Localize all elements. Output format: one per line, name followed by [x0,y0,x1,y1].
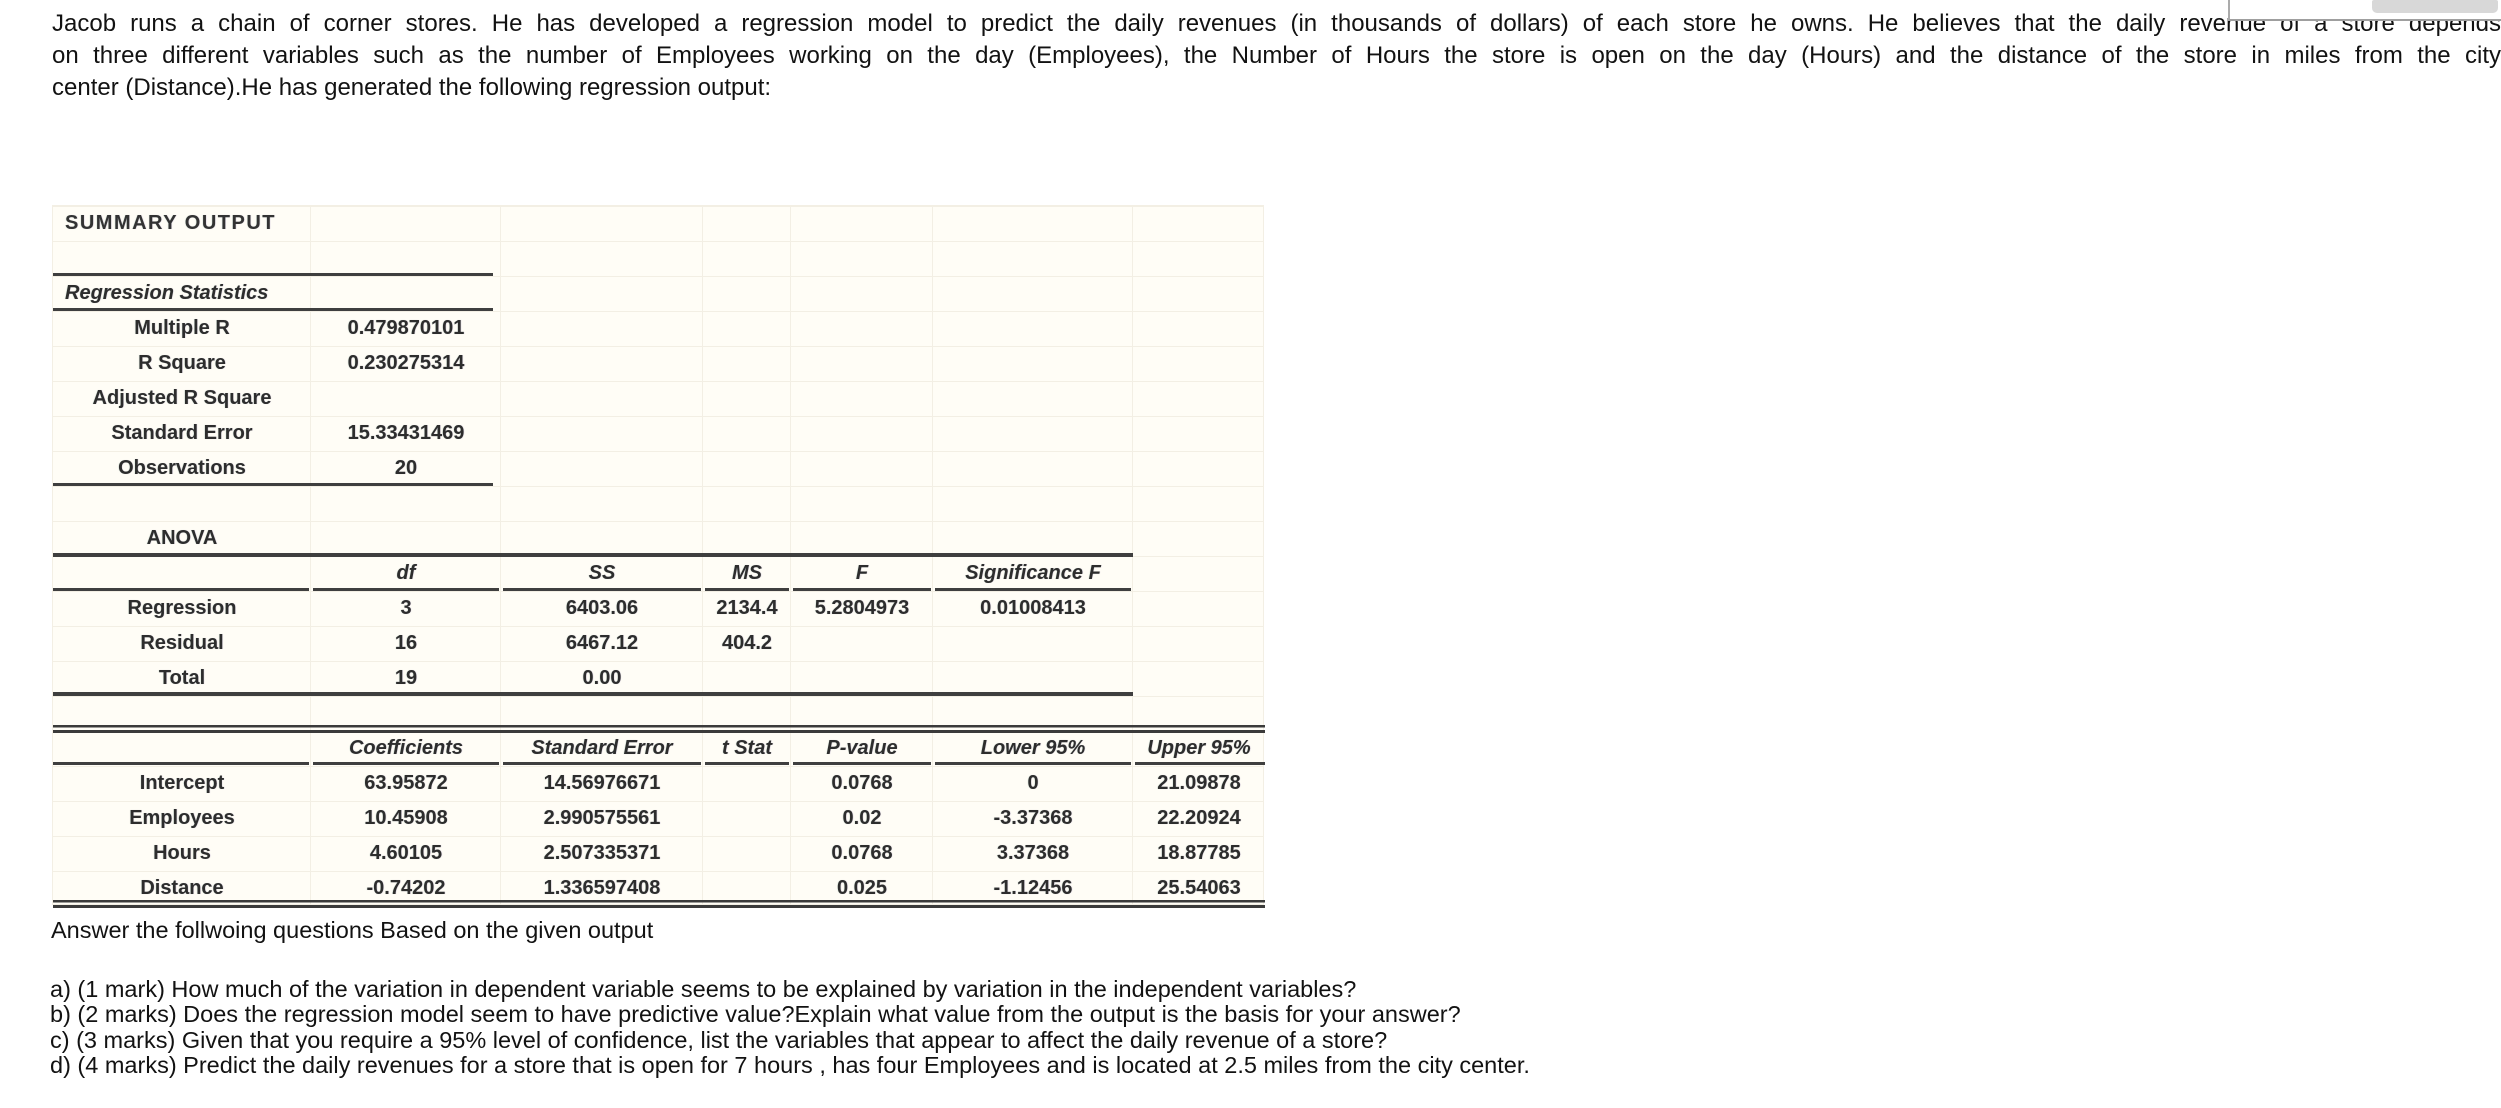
stat-value: 20 [394,457,418,479]
coef-header-lower-95: Lower 95% [980,737,1086,759]
questions-list: a) (1 mark) How much of the variation in… [50,976,1530,1079]
anova-cell: 5.2804973 [814,597,910,619]
anova-header-df: df [396,562,416,584]
coef-header-underline [313,762,499,765]
anova-header-underline [503,588,701,591]
anova-bottom-rule [53,692,1133,696]
coef-header-standard-error: Standard Error [531,737,673,759]
coef-cell: 3.37368 [996,842,1070,864]
coef-header-underline [793,762,931,765]
coef-cell: 14.56976671 [543,772,661,794]
anova-header-underline [793,588,931,591]
coef-cell: 0.0768 [831,772,893,794]
anova-label: ANOVA [146,527,218,549]
coef-header-underline [705,762,789,765]
coef-bottom-rule [53,900,1265,908]
coef-header-underline [53,762,309,765]
coef-row-label: Employees [129,807,235,829]
coef-top-rule [53,725,1265,733]
coef-cell: 2.990575561 [543,807,661,829]
regression-output-table: SUMMARY OUTPUT Regression Statistics Mul… [52,205,1265,908]
stat-value: 0.230275314 [347,352,465,374]
regstats-header-rule [53,308,493,311]
browser-panel-fragment [2228,0,2501,21]
coef-cell: 2.507335371 [543,842,661,864]
stat-label: Multiple R [134,317,230,339]
anova-header-ms: MS [732,562,762,584]
anova-cell: 6403.06 [565,597,639,619]
horizontal-scrollbar-thumb[interactable] [2372,0,2498,13]
anova-cell: 16 [394,632,418,654]
anova-top-rule [53,553,1133,557]
coef-header-coefficients: Coefficients [348,737,464,759]
coef-cell: -1.12456 [993,877,1073,899]
coef-header-underline [935,762,1131,765]
anova-cell: 0.01008413 [980,597,1086,619]
regstats-top-rule [53,273,493,276]
stat-value [311,381,501,416]
problem-statement-line: center (Distance).He has generated the f… [52,74,772,101]
anova-cell: 2134.4 [716,597,778,619]
anova-cell: 404.2 [721,632,773,654]
coef-header-upper-95: Upper 95% [1147,737,1251,759]
anova-header-significance-f: Significance F [965,562,1101,584]
anova-cell: 19 [394,667,418,689]
stat-value: 15.33431469 [347,422,465,444]
coef-header-t-stat: t Stat [722,737,772,759]
anova-header-underline [53,588,309,591]
coef-cell: -3.37368 [993,807,1073,829]
problem-statement-line: Jacob runs a chain of corner stores. He … [52,10,2501,37]
anova-header-f: F [855,562,869,584]
stat-label: Observations [118,457,246,479]
coef-cell: 10.45908 [364,807,448,829]
regression-statistics-title: Regression Statistics [65,282,269,304]
stat-label: Standard Error [111,422,253,444]
anova-row-label: Total [158,667,206,689]
question-d: d) (4 marks) Predict the daily revenues … [50,1052,1530,1079]
coef-row-label: Intercept [139,772,225,794]
coef-row-label: Distance [140,877,224,899]
answer-prompt: Answer the follwoing questions Based on … [51,917,654,943]
coef-cell: 21.09878 [1157,772,1241,794]
coef-cell: 4.60105 [369,842,443,864]
anova-cell: 3 [400,597,412,619]
anova-header-underline [313,588,499,591]
anova-row-label: Regression [127,597,237,619]
coef-cell: 0.025 [836,877,888,899]
coef-cell: 18.87785 [1157,842,1241,864]
coef-cell: 0.02 [842,807,882,829]
coef-cell: 1.336597408 [543,877,661,899]
stat-label: R Square [138,352,226,374]
question-c: c) (3 marks) Given that you require a 95… [50,1026,1388,1053]
coef-cell: 0.0768 [831,842,893,864]
stat-label: Adjusted R Square [92,387,272,409]
anova-cell: 0.00 [582,667,622,689]
coef-header-underline [503,762,701,765]
coef-cell: 22.20924 [1157,807,1241,829]
stat-value: 0.479870101 [347,317,465,339]
anova-header-underline [935,588,1131,591]
coef-cell: 63.95872 [364,772,448,794]
coef-cell: 0 [1027,772,1039,794]
anova-cell: 6467.12 [565,632,639,654]
problem-statement-line: on three different variables such as the… [52,42,2501,69]
question-a: a) (1 mark) How much of the variation in… [50,976,1357,1002]
regstats-bottom-rule [53,483,493,486]
coef-cell: 25.54063 [1157,877,1241,899]
problem-statement: Jacob runs a chain of corner stores. He … [52,8,2501,104]
anova-header-ss: SS [588,562,616,584]
coef-row-label: Hours [153,842,211,864]
anova-header-underline [705,588,789,591]
question-b: b) (2 marks) Does the regression model s… [50,1001,1461,1028]
coef-cell: -0.74202 [366,877,446,899]
coef-header-p-value: P-value [826,737,898,759]
summary-output-title: SUMMARY OUTPUT [65,212,276,234]
anova-row-label: Residual [140,632,224,654]
coef-header-underline [1135,762,1265,765]
